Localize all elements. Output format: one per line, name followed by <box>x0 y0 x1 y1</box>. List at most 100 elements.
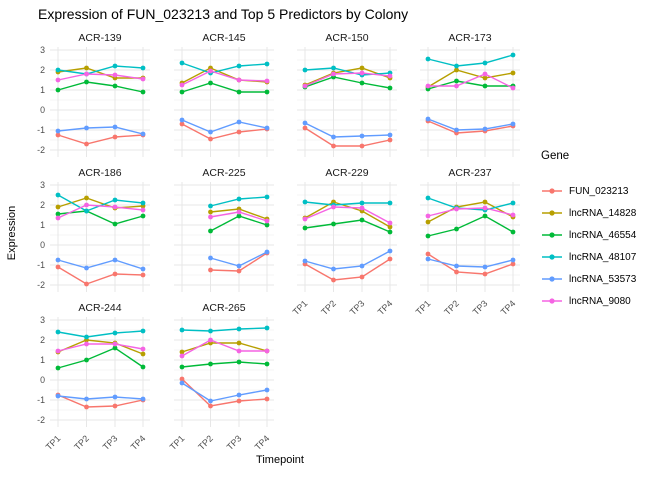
data-point-FUN_023213 <box>208 267 213 273</box>
legend-label: lncRNA_53573 <box>569 273 637 285</box>
data-point-lncRNA_46554 <box>140 213 146 219</box>
facet-title: ACR-244 <box>78 302 121 314</box>
x-tick-label: TP4 <box>376 298 395 317</box>
data-point-lncRNA_48107 <box>55 329 61 335</box>
data-point-lncRNA_9080 <box>55 215 61 221</box>
facet-ACR-237: ACR-237 TP1 TP2 TP3 TP4 <box>414 167 520 317</box>
legend-entry-lncRNA_53573: lncRNA_53573 <box>541 268 669 290</box>
data-point-lncRNA_14828 <box>84 65 89 71</box>
facet-title: ACR-229 <box>325 167 368 179</box>
series-line-lncRNA_46554 <box>181 361 268 368</box>
data-point-lncRNA_14828 <box>387 224 393 230</box>
data-point-lncRNA_9080 <box>482 71 488 77</box>
data-point-lncRNA_48107 <box>140 65 146 71</box>
data-point-lncRNA_46554 <box>302 225 308 231</box>
data-point-lncRNA_48107 <box>140 200 146 206</box>
data-point-lncRNA_48107 <box>454 63 459 69</box>
data-point-lncRNA_46554 <box>482 213 488 219</box>
data-point-lncRNA_46554 <box>179 364 185 370</box>
series-line-FUN_023213 <box>57 134 144 145</box>
data-point-lncRNA_14828 <box>179 349 185 355</box>
data-point-lncRNA_53573 <box>112 124 118 130</box>
data-point-lncRNA_53573 <box>55 128 61 134</box>
data-point-lncRNA_53573 <box>264 249 270 255</box>
data-point-FUN_023213 <box>387 137 393 143</box>
data-point-lncRNA_46554 <box>55 87 61 93</box>
facet-title: ACR-150 <box>325 32 368 44</box>
data-point-lncRNA_53573 <box>84 265 89 271</box>
y-tick-label: 3 <box>40 180 45 190</box>
data-point-lncRNA_48107 <box>302 199 308 205</box>
series-line-lncRNA_46554 <box>427 80 513 90</box>
data-point-lncRNA_9080 <box>140 207 146 213</box>
data-point-lncRNA_53573 <box>208 255 213 261</box>
series-line-lncRNA_53573 <box>57 395 144 400</box>
series-line-lncRNA_48107 <box>304 201 390 206</box>
series-line-lncRNA_9080 <box>57 343 144 352</box>
data-point-lncRNA_14828 <box>359 65 365 71</box>
data-point-lncRNA_9080 <box>208 214 213 220</box>
data-point-lncRNA_48107 <box>236 196 242 202</box>
series-line-lncRNA_9080 <box>181 70 268 86</box>
series-line-FUN_023213 <box>57 394 144 408</box>
data-point-lncRNA_53573 <box>112 257 118 263</box>
data-point-lncRNA_53573 <box>331 266 336 272</box>
data-point-lncRNA_48107 <box>510 200 516 206</box>
data-point-FUN_023213 <box>55 132 61 138</box>
series-line-lncRNA_48107 <box>57 65 144 75</box>
y-tick-label: 3 <box>40 45 45 55</box>
data-point-lncRNA_9080 <box>454 83 459 89</box>
y-tick-label: 1 <box>40 355 45 365</box>
legend-label: lncRNA_14828 <box>569 207 637 219</box>
series-line-FUN_023213 <box>304 258 391 281</box>
data-point-lncRNA_9080 <box>179 353 185 359</box>
legend-title: Gene <box>541 150 570 162</box>
y-tick-label: -1 <box>37 395 45 405</box>
data-point-lncRNA_53573 <box>208 398 213 404</box>
data-point-lncRNA_46554 <box>208 361 213 367</box>
data-point-FUN_023213 <box>359 274 365 280</box>
data-point-lncRNA_9080 <box>264 78 270 84</box>
y-tick-label: -1 <box>37 260 45 270</box>
data-point-lncRNA_9080 <box>236 348 242 354</box>
series-line-lncRNA_53573 <box>57 259 144 270</box>
legend-label: lncRNA_46554 <box>569 229 637 241</box>
data-point-lncRNA_46554 <box>236 89 242 95</box>
data-point-lncRNA_46554 <box>454 226 459 232</box>
data-point-lncRNA_9080 <box>208 337 213 343</box>
data-point-lncRNA_14828 <box>510 70 516 76</box>
legend-key-icon <box>542 210 562 216</box>
data-point-lncRNA_46554 <box>236 213 242 219</box>
data-point-lncRNA_9080 <box>84 202 89 208</box>
data-point-FUN_023213 <box>84 404 89 410</box>
series-line-FUN_023213 <box>304 127 391 147</box>
series-line-lncRNA_9080 <box>304 206 391 224</box>
y-tick-label: 2 <box>40 335 45 345</box>
data-point-lncRNA_53573 <box>140 266 146 272</box>
x-tick-label: TP1 <box>414 298 433 317</box>
data-point-FUN_023213 <box>236 268 242 274</box>
data-point-FUN_023213 <box>112 134 118 140</box>
data-point-lncRNA_48107 <box>55 67 61 73</box>
data-point-lncRNA_53573 <box>208 129 213 135</box>
data-point-lncRNA_9080 <box>236 77 242 83</box>
series-line-lncRNA_46554 <box>304 76 391 89</box>
data-point-lncRNA_53573 <box>264 387 270 393</box>
data-point-lncRNA_9080 <box>55 348 61 354</box>
facet-title: ACR-139 <box>78 32 121 44</box>
data-point-FUN_023213 <box>454 269 459 275</box>
legend-entry-lncRNA_14828: lncRNA_14828 <box>541 202 669 224</box>
series-line-lncRNA_48107 <box>427 54 514 67</box>
data-point-lncRNA_9080 <box>112 72 118 78</box>
data-point-lncRNA_48107 <box>236 63 242 69</box>
facet-title: ACR-173 <box>448 32 491 44</box>
data-point-lncRNA_53573 <box>140 396 146 402</box>
x-tick-label: TP2 <box>319 298 338 317</box>
legend-key-icon <box>542 232 562 238</box>
series-line-FUN_023213 <box>181 123 268 140</box>
data-point-lncRNA_48107 <box>112 63 118 69</box>
legend-label: lncRNA_9080 <box>569 295 631 307</box>
data-point-FUN_023213 <box>84 281 89 287</box>
data-point-lncRNA_14828 <box>482 75 488 81</box>
